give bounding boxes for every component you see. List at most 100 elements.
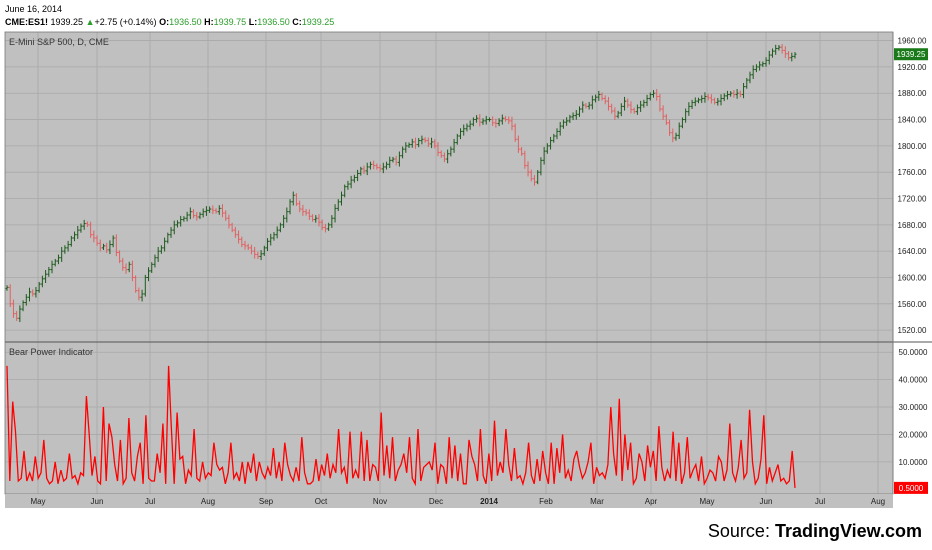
ohlc-bar [233, 226, 237, 238]
price-tick-label: 1560.00 [898, 300, 927, 309]
ohlc-bar [47, 266, 51, 277]
chart-canvas[interactable]: E-Mini S&P 500, D, CME 1520.00 1560.00 160… [0, 0, 932, 520]
ohlc-bar [82, 219, 86, 230]
header-symbol[interactable]: CME:ES1! [5, 17, 49, 27]
ohlc-bar [532, 175, 536, 186]
ohlc-bar [172, 220, 176, 235]
header-close-label: C: [292, 17, 302, 27]
ohlc-bar [584, 102, 588, 109]
ohlc-bar [11, 299, 15, 318]
ohlc-bar [137, 287, 141, 301]
ohlc-bar [648, 92, 652, 101]
price-tick-label: 1680.00 [898, 221, 927, 230]
ohlc-bar [108, 240, 112, 255]
ohlc-bar [520, 147, 524, 156]
ohlc-bar [658, 93, 662, 112]
ohlc-bar [664, 114, 668, 125]
ohlc-bar [220, 204, 224, 218]
ohlc-bar [343, 184, 347, 198]
ohlc-bar [738, 90, 742, 98]
ohlc-bar [600, 92, 604, 101]
header-high: 1939.75 [213, 17, 247, 27]
source-brand[interactable]: TradingView.com [774, 521, 922, 541]
price-tick-label: 1640.00 [898, 247, 927, 256]
ohlc-bar [745, 77, 749, 89]
ohlc-bar [783, 46, 787, 58]
ohlc-bar [725, 90, 729, 100]
ohlc-bar [491, 116, 495, 126]
ohlc-bar [359, 166, 363, 176]
ohlc-bar [317, 214, 321, 227]
ohlc-bar [365, 162, 369, 176]
ohlc-bar [69, 235, 73, 247]
ohlc-bar [420, 135, 424, 145]
ohlc-bar [195, 211, 199, 221]
ohlc-bar [5, 285, 9, 291]
ohlc-bar [449, 146, 453, 157]
ohlc-bar [459, 128, 463, 140]
ohlc-bar [687, 102, 691, 116]
ohlc-bar [478, 114, 482, 127]
ohlc-bar [85, 221, 89, 227]
time-tick-label: Oct [315, 497, 328, 506]
ohlc-bar [536, 170, 540, 185]
ohlc-bar [709, 94, 713, 104]
ohlc-bar [204, 206, 208, 216]
ohlc-bar [130, 260, 134, 282]
ohlc-bar [404, 142, 408, 153]
ohlc-bar [56, 254, 60, 265]
ohlc-bar [50, 260, 54, 274]
ohlc-bar [549, 136, 553, 150]
ohlc-bar [76, 225, 80, 239]
ohlc-bar [169, 226, 173, 238]
ohlc-bar [793, 52, 797, 59]
ohlc-bar [626, 98, 630, 108]
ohlc-bar [211, 205, 215, 215]
ohlc-bar [285, 207, 289, 223]
ohlc-bar [336, 199, 340, 212]
ohlc-bar [53, 258, 57, 267]
time-tick-label: Jun [91, 497, 104, 506]
ohlc-bar [510, 116, 514, 131]
ohlc-bar [732, 90, 736, 98]
ohlc-bar [735, 89, 739, 99]
ohlc-bar [587, 101, 591, 110]
ohlc-bar [758, 61, 762, 71]
ohlc-bar [401, 146, 405, 159]
ohlc-bar [217, 205, 221, 215]
header-low: 1936.50 [257, 17, 290, 27]
ohlc-bar [578, 106, 582, 117]
time-axis: May Jun Jul Aug Sep Oct Nov Dec 2014 Feb Mar Apr May… [30, 497, 885, 506]
ohlc-bar [423, 137, 427, 143]
ohlc-bar [529, 169, 533, 182]
ohlc-bar [635, 104, 639, 115]
ohlc-bar [266, 238, 270, 252]
last-price-label: 1939.25 [897, 50, 926, 59]
ohlc-bar [307, 209, 311, 220]
ohlc-bar [436, 142, 440, 157]
ohlc-bar [28, 287, 32, 302]
ohlc-bar [66, 240, 70, 252]
ohlc-bar [111, 235, 115, 248]
ohlc-bar [8, 284, 12, 307]
indicator-grid [5, 342, 893, 494]
ohlc-bar [375, 163, 379, 170]
ohlc-bar [629, 101, 633, 114]
ohlc-bar [610, 103, 614, 114]
header-date: June 16, 2014 [5, 4, 63, 14]
ohlc-bar [24, 294, 28, 306]
ohlc-bar [237, 230, 241, 244]
ohlc-bar [15, 311, 19, 321]
ohlc-bar [192, 209, 196, 219]
ohlc-bar [368, 161, 372, 170]
ohlc-bar [124, 263, 128, 274]
ohlc-bar [754, 64, 758, 73]
ohlc-bar [500, 114, 504, 125]
indicator-pane-background [5, 342, 893, 494]
ohlc-bar [693, 97, 697, 107]
price-tick-label: 1960.00 [898, 37, 927, 46]
ohlc-bar [594, 94, 598, 103]
ohlc-bar [320, 219, 324, 231]
ohlc-bar [95, 235, 99, 246]
ohlc-bar [230, 222, 234, 233]
